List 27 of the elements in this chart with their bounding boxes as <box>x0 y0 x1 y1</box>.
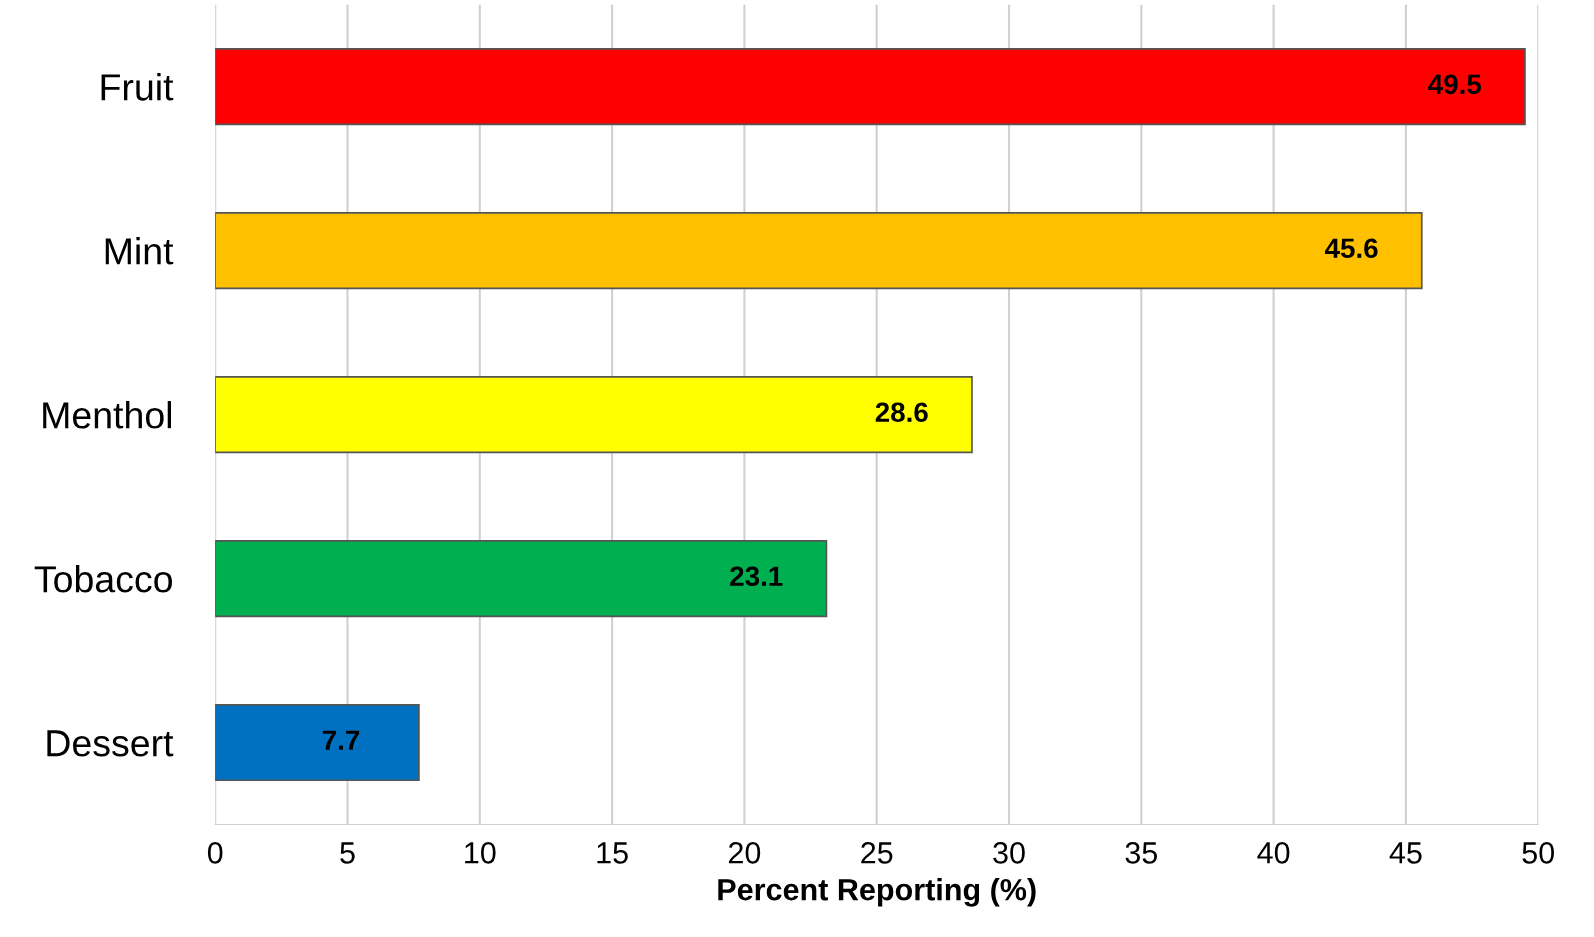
x-tick-label: 50 <box>1522 842 1555 864</box>
x-tick-label: 40 <box>1257 842 1290 864</box>
data-label: 45.6 <box>1324 238 1378 259</box>
x-tick-label: 15 <box>597 842 628 864</box>
bar <box>215 48 1526 126</box>
x-tick-label: 5 <box>340 842 355 864</box>
bar <box>215 376 973 454</box>
x-tick-label: 20 <box>728 842 761 864</box>
data-label: 7.7 <box>322 730 360 750</box>
y-tick-label: Tobacco <box>34 565 172 593</box>
x-tick-label: 35 <box>1125 842 1158 864</box>
x-tick-label: 0 <box>207 842 223 864</box>
bar <box>215 540 828 618</box>
x-axis-title: Percent Reporting (%) <box>718 878 1036 907</box>
bar <box>215 704 420 782</box>
bar <box>215 212 1423 290</box>
x-tick-label: 25 <box>861 842 893 864</box>
x-tick-label: 45 <box>1389 842 1422 864</box>
y-tick-label: Fruit <box>101 73 174 101</box>
x-tick-label: 30 <box>993 842 1025 864</box>
data-label: 28.6 <box>875 402 928 423</box>
data-label: 23.1 <box>730 566 783 587</box>
y-tick-label: Dessert <box>47 730 174 757</box>
x-tick-label: 10 <box>465 842 496 864</box>
y-tick-label: Menthol <box>43 401 172 429</box>
y-tick-label: Mint <box>105 237 174 265</box>
data-label: 49.5 <box>1428 74 1482 95</box>
